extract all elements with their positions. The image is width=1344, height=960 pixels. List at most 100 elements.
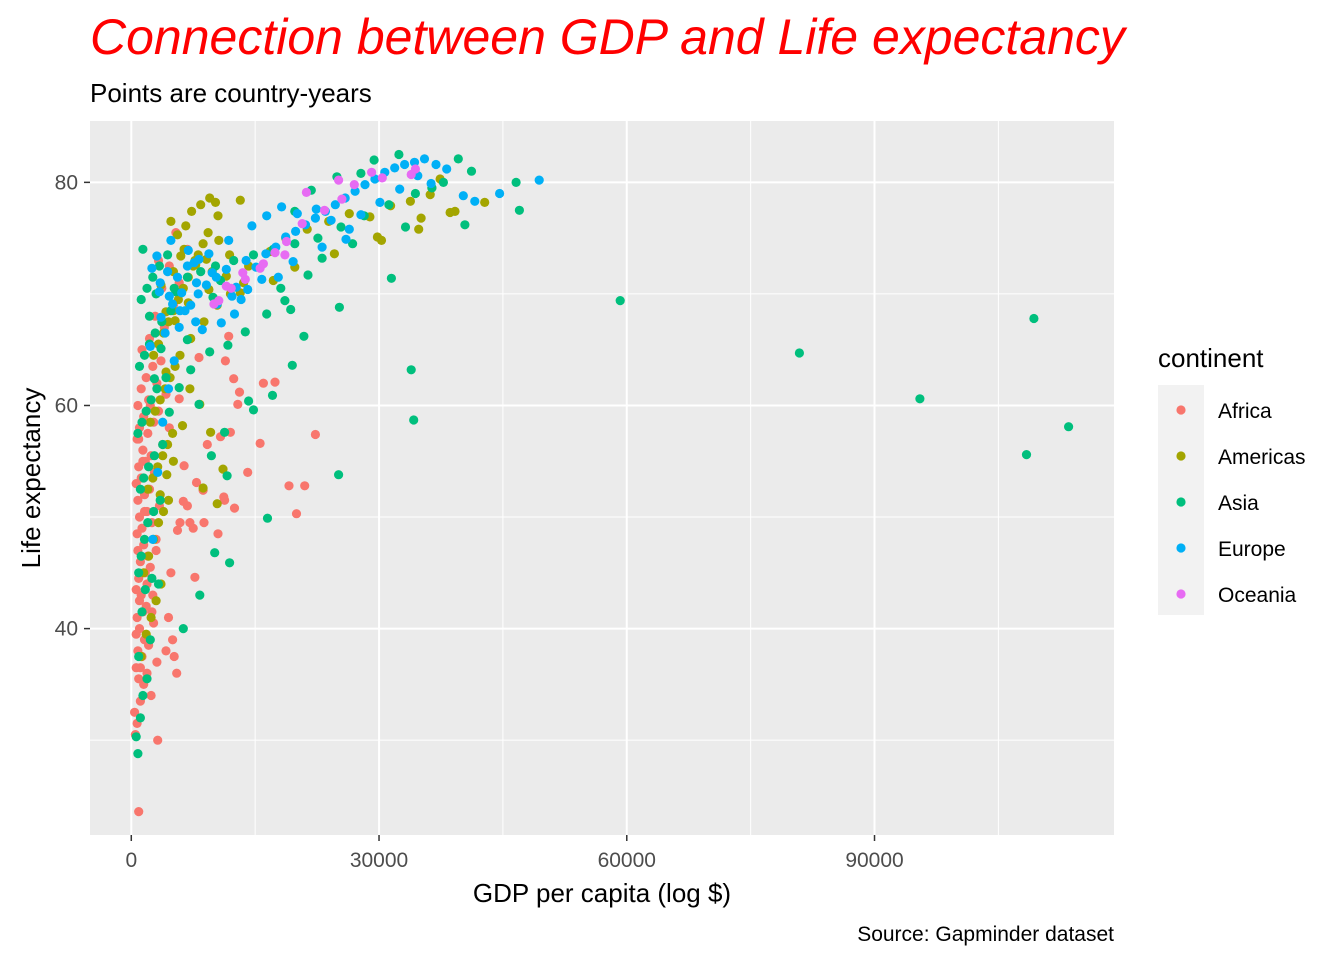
point-europe: [154, 287, 164, 297]
point-americas: [235, 195, 245, 205]
y-tick-label: 60: [55, 394, 78, 417]
point-asia: [133, 428, 143, 438]
point-europe: [175, 306, 185, 316]
point-americas: [450, 206, 460, 216]
point-africa: [145, 562, 155, 572]
point-asia: [139, 534, 150, 545]
point-europe: [216, 318, 226, 328]
point-europe: [330, 200, 340, 210]
point-africa: [134, 596, 145, 606]
point-europe: [458, 191, 468, 201]
legend-key-europe: [1176, 543, 1186, 553]
point-americas: [146, 612, 156, 623]
point-asia: [142, 283, 152, 293]
point-asia: [262, 513, 273, 523]
point-asia: [394, 149, 404, 160]
point-asia: [303, 270, 313, 280]
point-americas: [155, 395, 165, 405]
point-africa: [152, 657, 162, 667]
point-americas: [416, 213, 426, 223]
point-oceania: [238, 268, 248, 278]
point-asia: [153, 579, 164, 589]
point-africa: [169, 651, 179, 662]
point-asia: [409, 415, 419, 425]
legend-label-africa: Africa: [1218, 400, 1272, 423]
point-americas: [214, 235, 224, 245]
point-asia: [205, 347, 215, 357]
point-asia: [158, 439, 168, 450]
point-africa: [219, 492, 229, 502]
point-americas: [153, 518, 164, 528]
point-africa: [310, 429, 320, 440]
point-europe: [431, 159, 441, 170]
point-americas: [210, 197, 221, 207]
point-asia: [149, 506, 159, 517]
point-oceania: [281, 236, 292, 247]
point-africa: [151, 545, 161, 556]
x-tick-label: 30000: [350, 849, 408, 872]
point-asia: [453, 154, 463, 164]
point-asia: [514, 205, 525, 215]
point-asia: [194, 399, 204, 409]
point-africa: [255, 438, 265, 448]
point-europe: [310, 213, 320, 223]
plot-panel: [90, 121, 1114, 835]
point-africa: [175, 518, 185, 528]
point-europe: [317, 242, 327, 252]
point-oceania: [319, 205, 330, 215]
point-americas: [198, 483, 208, 493]
point-asia: [262, 309, 272, 319]
point-asia: [615, 296, 625, 306]
point-africa: [179, 461, 189, 471]
point-americas: [149, 350, 159, 360]
point-asia: [348, 239, 358, 249]
point-europe: [163, 384, 174, 394]
point-europe: [356, 210, 366, 220]
point-americas: [150, 406, 160, 416]
point-asia: [136, 551, 146, 561]
point-asia: [133, 749, 143, 759]
point-asia: [196, 267, 206, 277]
point-asia: [154, 261, 164, 271]
point-europe: [277, 202, 287, 212]
point-asia: [384, 200, 394, 210]
point-asia: [248, 250, 259, 260]
point-europe: [344, 224, 354, 234]
point-africa: [161, 646, 171, 656]
point-americas: [144, 551, 154, 561]
point-asia: [145, 635, 155, 645]
point-asia: [299, 331, 309, 341]
legend-key-americas: [1176, 451, 1186, 461]
point-asia: [1064, 422, 1074, 432]
point-europe: [360, 180, 370, 190]
point-europe: [395, 184, 405, 194]
point-asia: [143, 518, 153, 528]
point-europe: [164, 291, 174, 301]
point-africa: [258, 378, 268, 388]
point-africa: [270, 377, 280, 387]
point-africa: [168, 635, 178, 645]
axis-ticks: 0 30000 60000 90000 40 60 80: [55, 171, 904, 872]
point-asia: [131, 732, 141, 742]
point-africa: [143, 428, 153, 438]
point-oceania: [367, 167, 377, 177]
point-asia: [149, 374, 159, 384]
point-africa: [156, 356, 166, 366]
point-europe: [177, 288, 187, 298]
point-europe: [247, 221, 257, 231]
point-africa: [133, 400, 143, 411]
chart-caption: Source: Gapminder dataset: [857, 923, 1114, 946]
point-asia: [140, 585, 150, 595]
point-asia: [400, 222, 411, 232]
legend: continent Africa Americas Asia Europe Oceani…: [1158, 343, 1306, 615]
point-europe: [204, 249, 214, 259]
point-asia: [156, 344, 166, 354]
point-americas: [376, 235, 387, 245]
point-asia: [406, 365, 416, 375]
x-tick-label: 60000: [598, 849, 656, 872]
point-oceania: [349, 180, 359, 190]
point-asia: [144, 462, 154, 472]
point-asia: [164, 407, 174, 417]
point-asia: [511, 177, 521, 187]
